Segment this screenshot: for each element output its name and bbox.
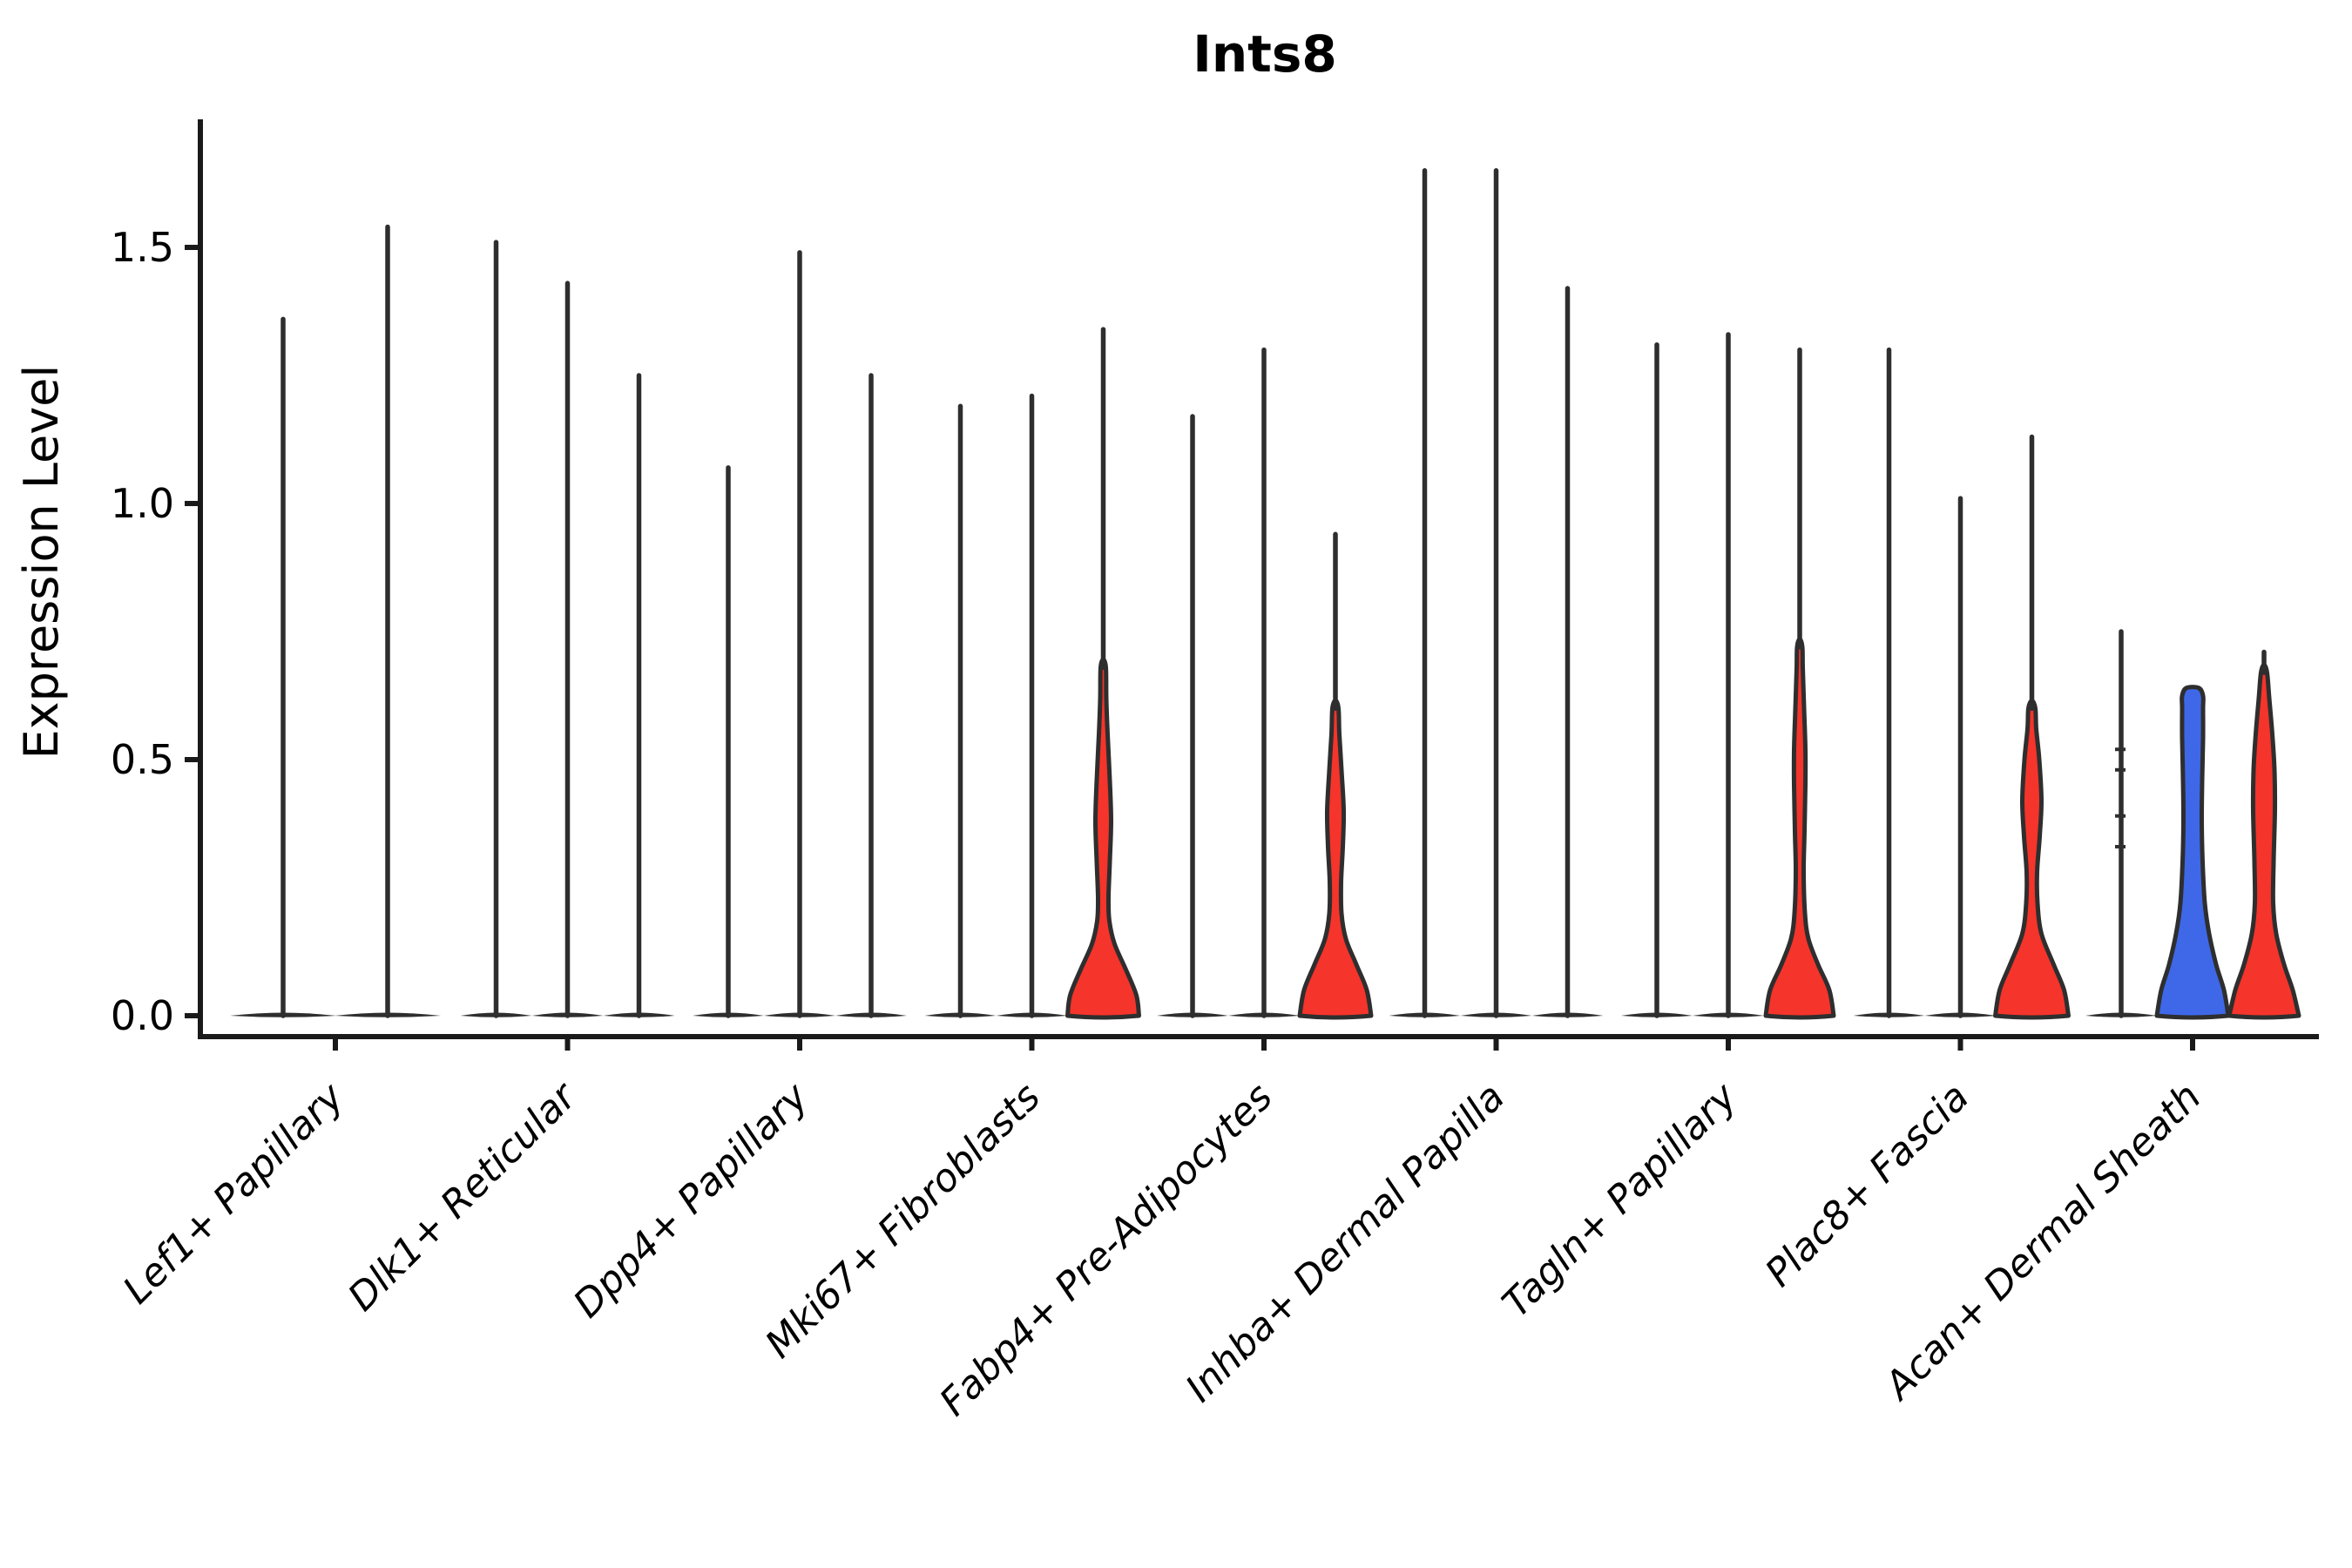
- x-tick-label: Dpp4+ Papillary: [565, 1074, 818, 1327]
- violin-red: [1065, 657, 1141, 1020]
- violin-red: [1297, 698, 1374, 1020]
- y-tick-label: 0.0: [111, 992, 174, 1039]
- violin-red: [1763, 637, 1836, 1020]
- x-tick-label: Plac8+ Fascia: [1757, 1075, 1977, 1295]
- x-tick-label: Lef1+ Papillary: [115, 1074, 354, 1313]
- chart-title: Ints8: [1193, 24, 1336, 84]
- violin-blue: [2154, 685, 2231, 1020]
- x-tick-label: Tagln+ Papillary: [1494, 1074, 1746, 1326]
- violin-red: [1993, 698, 2071, 1020]
- y-tick-label: 1.0: [111, 480, 174, 527]
- y-axis-label: Expression Level: [14, 365, 69, 760]
- y-tick-label: 1.5: [111, 224, 174, 271]
- violin-red: [2227, 662, 2301, 1020]
- y-tick-label: 0.5: [111, 736, 174, 783]
- x-tick-label: Dlk1+ Reticular: [340, 1073, 586, 1320]
